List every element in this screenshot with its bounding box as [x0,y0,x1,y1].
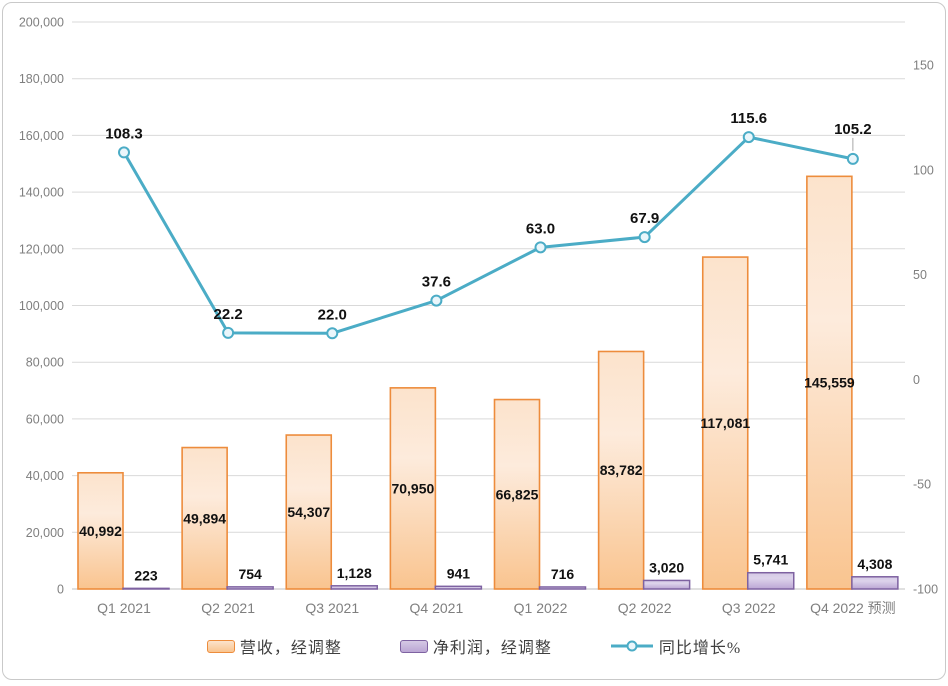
profit-bar[interactable] [226,586,274,590]
y-axis-tick-label: 200,000 [19,16,64,30]
profit-bar[interactable] [851,576,899,590]
legend-item-growth[interactable]: 同比增长% [610,634,741,658]
growth-value-label: 63.0 [526,220,555,237]
legend-item-profit[interactable]: 净利润，经调整 [399,634,552,658]
chart-legend: 营收，经调整 净利润，经调整 同比增长% [0,631,948,661]
growth-line[interactable] [122,135,855,335]
y-axis-tick-label: 140,000 [19,186,64,200]
legend-item-revenue[interactable]: 营收，经调整 [206,634,342,658]
revenue-bar[interactable] [597,350,645,590]
profit-bar[interactable] [747,571,795,590]
legend-label: 净利润，经调整 [432,640,552,657]
profit-value-label: 4,308 [857,556,892,572]
y-axis-tick-label: 40,000 [26,469,64,483]
revenue-bar[interactable] [701,256,749,590]
line-marker-icon [610,640,653,652]
profit-bar[interactable] [122,587,170,590]
revenue-value-label: 70,950 [391,480,434,496]
revenue-bar[interactable] [285,434,333,590]
profit-value-label: 716 [551,566,575,582]
revenue-bar[interactable] [77,471,124,590]
y-axis-tick-label: 0 [57,583,64,597]
x-axis-category-label: Q4 2022 预测 [810,600,896,616]
y-axis-tick-label: 100,000 [19,299,64,313]
profit-value-label: 5,741 [753,552,788,568]
revenue-bar[interactable] [389,387,437,590]
revenue-value-label: 54,307 [287,504,330,520]
x-axis-category-label: Q2 2021 [201,600,255,616]
profit-bar[interactable] [330,585,378,590]
y-axis-tick-label: 20,000 [26,526,64,540]
revenue-value-label: 49,894 [183,510,226,526]
revenue-bar[interactable] [493,398,541,590]
y-axis-tick-label: 180,000 [19,72,64,86]
revenue-value-label: 66,825 [496,486,539,502]
profit-bar[interactable] [642,579,691,590]
growth-value-label: 22.2 [214,306,243,323]
y-axis-tick-label: 80,000 [26,356,64,370]
y2-axis-tick-label: 100 [913,163,934,177]
growth-marker[interactable] [638,231,651,244]
y2-axis-tick-label: 50 [913,268,927,282]
y2-axis-tick-label: -100 [913,583,938,597]
profit-swatch-icon [399,639,428,653]
legend-label: 营收，经调整 [239,640,342,657]
x-axis-category-label: Q1 2022 [514,600,568,616]
profit-value-label: 223 [134,567,158,583]
growth-marker[interactable] [742,131,755,144]
growth-marker[interactable] [326,327,339,340]
growth-value-label: 37.6 [422,274,451,291]
growth-marker[interactable] [534,241,547,254]
revenue-bar[interactable] [806,175,853,590]
y-axis-tick-label: 120,000 [19,242,64,256]
y-axis-tick-label: 60,000 [26,412,64,426]
profit-bar[interactable] [538,586,587,590]
growth-marker[interactable] [118,146,130,159]
profit-value-label: 754 [238,566,262,582]
legend-label: 同比增长% [658,640,742,657]
revenue-value-label: 117,081 [700,415,750,431]
profit-value-label: 3,020 [649,559,684,575]
growth-value-label: 108.3 [105,125,143,142]
y2-axis-tick-label: 0 [913,373,920,387]
growth-value-label: 115.6 [730,110,767,127]
growth-marker[interactable] [846,152,859,165]
revenue-swatch-icon [206,639,235,653]
x-axis-category-label: Q3 2022 [722,600,776,616]
growth-marker[interactable] [430,294,443,307]
revenue-value-label: 40,992 [79,523,122,539]
y2-axis-tick-label: -50 [913,478,931,492]
growth-marker[interactable] [222,326,235,339]
profit-value-label: 1,128 [337,565,372,581]
x-axis-category-label: Q1 2021 [97,600,151,616]
revenue-bar[interactable] [181,446,228,590]
y-axis-tick-label: 160,000 [19,129,64,143]
x-axis-category-label: Q2 2022 [618,600,672,616]
y2-axis-tick-label: 150 [913,59,934,73]
revenue-value-label: 145,559 [804,375,855,391]
growth-value-label: 22.0 [318,306,347,323]
profit-value-label: 941 [447,565,471,581]
x-axis-category-label: Q3 2021 [305,600,359,616]
x-axis-category-label: Q4 2021 [410,600,464,616]
growth-value-label: 105.2 [834,121,872,138]
growth-value-label: 67.9 [630,210,659,227]
profit-bar[interactable] [434,585,483,590]
revenue-value-label: 83,782 [600,462,643,478]
